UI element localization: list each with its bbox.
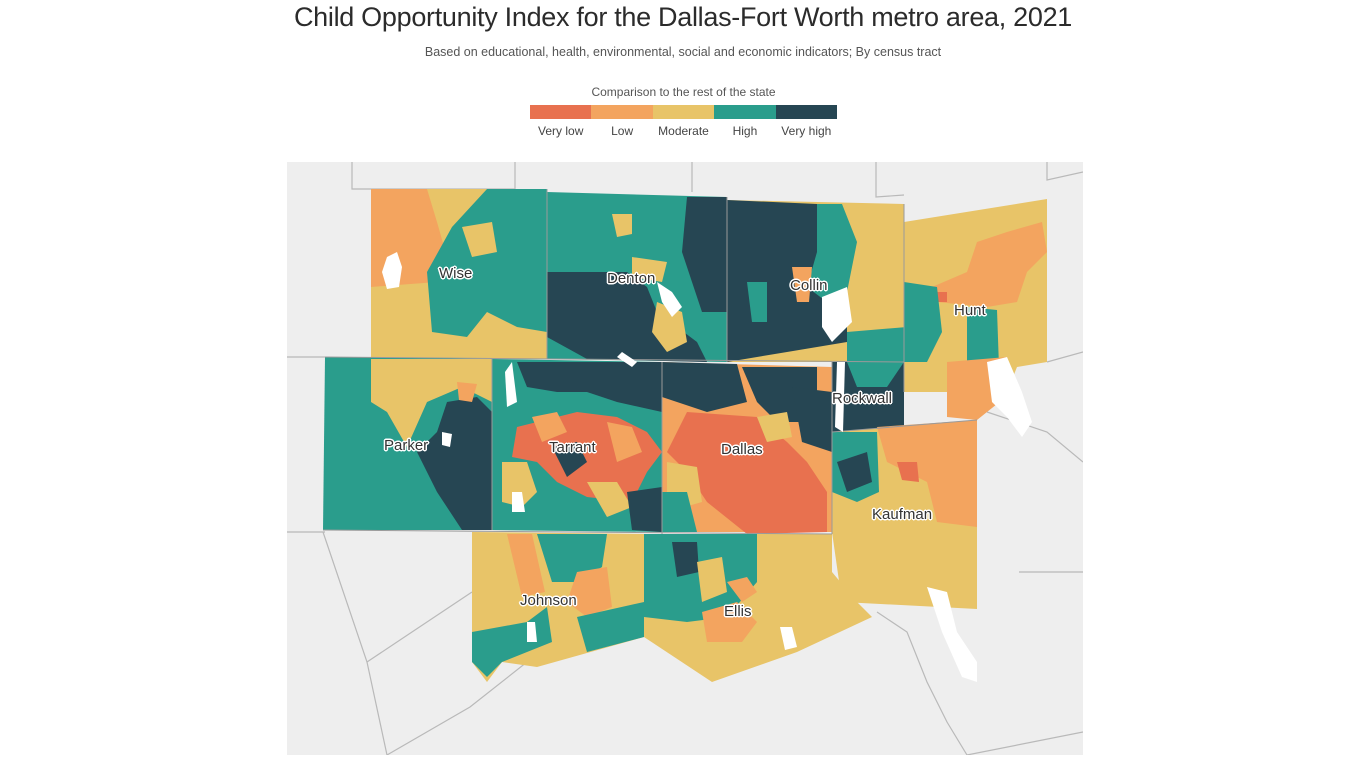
surrounding-county-borders bbox=[287, 162, 1083, 755]
county-label-dallas: Dallas bbox=[721, 441, 763, 458]
county-kaufman bbox=[832, 420, 977, 609]
county-label-wise: Wise bbox=[439, 265, 473, 282]
legend-title: Comparison to the rest of the state bbox=[591, 85, 776, 99]
legend-swatch-high bbox=[714, 105, 776, 119]
county-dallas bbox=[662, 362, 832, 534]
legend-label-high: High bbox=[732, 124, 758, 138]
county-label-kaufman: Kaufman bbox=[872, 506, 933, 523]
county-parker bbox=[323, 357, 492, 530]
county-denton bbox=[547, 192, 727, 362]
county-label-rockwall: Rockwall bbox=[832, 390, 893, 407]
metro-county-borders bbox=[322, 189, 978, 535]
legend: Comparison to the rest of the state Very… bbox=[530, 84, 838, 138]
county-label-hunt: Hunt bbox=[954, 302, 986, 319]
map-canvas bbox=[287, 162, 1083, 755]
county-label-denton: Denton bbox=[607, 270, 656, 287]
page-subtitle: Based on educational, health, environmen… bbox=[424, 45, 942, 59]
legend-label-very-high: Very high bbox=[781, 124, 832, 138]
county-label-tarrant: Tarrant bbox=[549, 439, 596, 456]
legend-label-moderate: Moderate bbox=[658, 124, 709, 138]
legend-swatch-low bbox=[591, 105, 653, 119]
county-rockwall bbox=[832, 362, 904, 432]
legend-swatch-moderate bbox=[652, 105, 715, 119]
county-label-parker: Parker bbox=[384, 437, 429, 454]
legend-color-bar bbox=[530, 105, 838, 119]
county-tarrant bbox=[492, 359, 662, 532]
county-label-ellis: Ellis bbox=[724, 603, 752, 620]
water-bodies bbox=[382, 252, 1032, 682]
legend-label-very-low: Very low bbox=[538, 124, 584, 138]
county-collin bbox=[727, 200, 907, 362]
legend-label-low: Low bbox=[611, 124, 634, 138]
county-label-johnson: Johnson bbox=[520, 592, 577, 609]
choropleth-map[interactable]: Wise Denton Collin Hunt Parker Tarrant D… bbox=[287, 162, 1083, 755]
county-hunt bbox=[904, 199, 1047, 420]
legend-labels: Very low Low Moderate High Very high bbox=[530, 124, 837, 138]
legend-swatch-very-high bbox=[775, 105, 838, 119]
county-ellis bbox=[644, 534, 872, 682]
county-label-collin: Collin bbox=[790, 277, 828, 294]
county-johnson bbox=[472, 532, 644, 682]
legend-swatch-very-low bbox=[530, 105, 592, 119]
page-title: Child Opportunity Index for the Dallas-F… bbox=[293, 2, 1073, 32]
county-wise bbox=[371, 189, 547, 359]
